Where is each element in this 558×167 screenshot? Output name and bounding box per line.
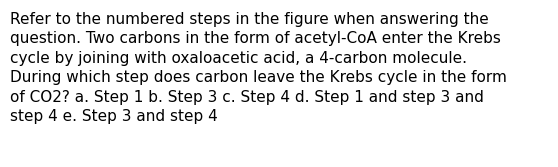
Text: Refer to the numbered steps in the figure when answering the
question. Two carbo: Refer to the numbered steps in the figur… xyxy=(10,12,507,124)
